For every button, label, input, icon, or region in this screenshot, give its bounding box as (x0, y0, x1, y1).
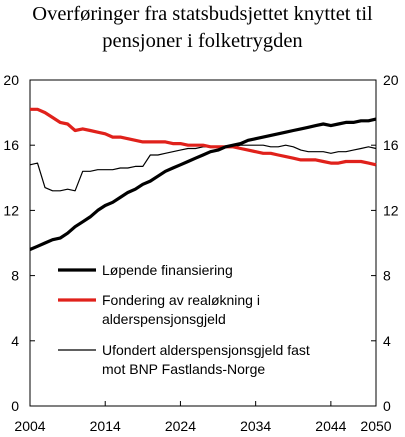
series-line-3 (29, 144, 377, 192)
legend-label-3: mot BNP Fastlands-Norge (102, 361, 265, 377)
y-tick-label-right: 16 (383, 137, 399, 153)
series-line-2 (30, 107, 377, 167)
y-tick-label-right: 20 (383, 72, 399, 88)
y-axis-right: 0 4 8 12 16 20 (371, 72, 399, 414)
y-tick-label-left: 12 (3, 202, 19, 218)
series-line-1 (29, 117, 377, 251)
legend-label-1: Løpende finansiering (102, 262, 233, 278)
legend: Løpende finansiering Fondering av realøkn… (58, 262, 310, 377)
legend-label-2: alderspensjonsgjeld (102, 311, 226, 327)
y-tick-label-left: 4 (11, 333, 19, 349)
x-tick-label: 2024 (165, 418, 196, 434)
x-axis: 2004 2014 2024 2034 2044 2050 (14, 401, 392, 434)
chart-title: Overføringer fra statsbudsjettet knyttet… (0, 1, 405, 55)
y-tick-label-left: 16 (3, 137, 19, 153)
chart-title-line-2: pensjoner i folketrygden (102, 30, 303, 52)
y-tick-label-right: 12 (383, 202, 399, 218)
series-lines (29, 107, 377, 251)
y-axis-left: 0 4 8 12 16 20 (3, 72, 35, 414)
x-tick-label: 2044 (315, 418, 346, 434)
y-tick-label-left: 8 (11, 268, 19, 284)
plot-frame (29, 79, 377, 407)
x-tick-label: 2034 (240, 418, 271, 434)
chart-title-line-1: Overføringer fra statsbudsjettet knyttet… (32, 3, 373, 25)
legend-label-2: Fondering av realøkning i (102, 292, 260, 308)
legend-label-3: Ufondert alderspensjonsgjeld fast (102, 342, 310, 358)
x-tick-label: 2004 (14, 418, 45, 434)
y-tick-label-left: 0 (11, 398, 19, 414)
y-tick-label-right: 8 (383, 268, 391, 284)
y-tick-label-right: 0 (383, 398, 391, 414)
x-tick-label: 2014 (90, 418, 121, 434)
x-tick-label: 2050 (360, 418, 391, 434)
y-tick-label-right: 4 (383, 333, 391, 349)
y-tick-label-left: 20 (3, 72, 19, 88)
